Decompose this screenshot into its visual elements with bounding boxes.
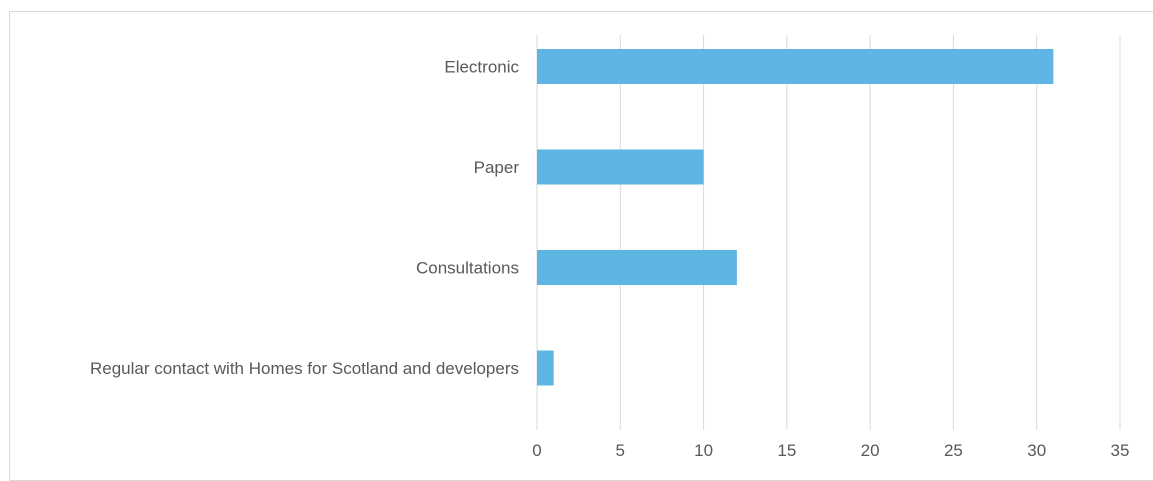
x-axis-tick-labels: 0 5 10 15 20 25 30 35	[532, 441, 1129, 460]
bar-2	[537, 250, 737, 285]
category-label-electronic: Electronic	[444, 58, 519, 77]
x-tick-label: 30	[1027, 441, 1046, 460]
x-tick-label: 5	[616, 441, 625, 460]
x-tick-label: 0	[532, 441, 541, 460]
chart-frame	[9, 11, 1153, 481]
bar-3	[537, 350, 554, 386]
x-tick-label: 20	[861, 441, 880, 460]
x-tick-label: 35	[1111, 441, 1130, 460]
category-label-consultations: Consultations	[416, 259, 519, 278]
category-labels: Electronic Paper Consultations Regular c…	[90, 58, 520, 379]
x-tick-label: 15	[777, 441, 796, 460]
bar-0	[537, 49, 1054, 84]
category-label-regular-contact: Regular contact with Homes for Scotland …	[90, 359, 519, 378]
gridlines	[536, 35, 1121, 430]
bars	[537, 49, 1054, 386]
x-tick-label: 25	[944, 441, 963, 460]
category-label-paper: Paper	[474, 158, 520, 177]
bar-1	[537, 149, 704, 185]
x-tick-label: 10	[694, 441, 713, 460]
bar-chart: Electronic Paper Consultations Regular c…	[90, 35, 1129, 460]
